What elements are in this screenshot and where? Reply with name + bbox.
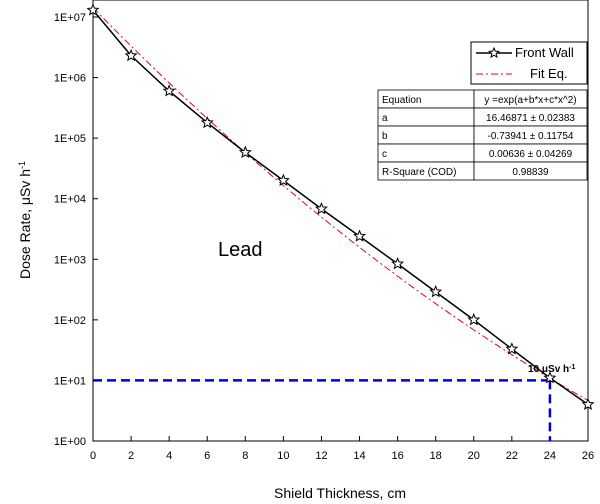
y-tick-label: 1E+00 bbox=[54, 436, 86, 448]
data-point bbox=[467, 313, 481, 326]
y-axis-title-main: Dose Rate, μSv h bbox=[17, 169, 33, 279]
table-cell bbox=[377, 125, 475, 145]
data-point bbox=[314, 202, 328, 215]
x-tick-label: 22 bbox=[506, 450, 518, 462]
data-point bbox=[505, 342, 519, 355]
data-point bbox=[162, 84, 176, 97]
data-point bbox=[200, 115, 214, 129]
table-row-value: y =exp(a+b*x+c*x^2) bbox=[484, 95, 576, 106]
table-row-value: 0.98839 bbox=[512, 167, 549, 178]
x-tick-label: 2 bbox=[128, 450, 134, 462]
x-tick-label: 20 bbox=[468, 450, 480, 462]
table-row-label: R-Square (COD) bbox=[382, 167, 456, 178]
x-axis-title: Shield Thickness, cm bbox=[274, 485, 406, 501]
plot-area bbox=[92, 0, 589, 442]
reference-label-sup: -1 bbox=[569, 364, 575, 371]
table-cell bbox=[377, 107, 475, 127]
y-tick-label: 1E+05 bbox=[54, 133, 86, 145]
data-point bbox=[124, 48, 138, 62]
front-wall-line bbox=[92, 9, 589, 406]
table-row-label: Equation bbox=[382, 95, 421, 106]
y-tick-label: 1E+04 bbox=[54, 194, 86, 206]
y-axis-title-sup: -1 bbox=[17, 161, 27, 169]
reference-label-main: 10 μSv h bbox=[528, 364, 569, 375]
x-tick-label: 0 bbox=[90, 450, 96, 462]
table-cell bbox=[473, 161, 588, 181]
table-row-label: a bbox=[382, 113, 388, 124]
data-point bbox=[353, 229, 367, 242]
table-row-value: 0.00636 ± 0.04269 bbox=[489, 149, 573, 160]
table-row-label: b bbox=[382, 131, 388, 142]
data-point bbox=[238, 145, 252, 158]
x-tick-label: 18 bbox=[430, 450, 442, 462]
x-tick-label: 14 bbox=[353, 450, 365, 462]
legend-front-wall-marker bbox=[488, 46, 500, 59]
legend: Front Wall Fit Eq. bbox=[470, 41, 588, 85]
x-tick-label: 6 bbox=[204, 450, 210, 462]
legend-front-wall-label: Front Wall bbox=[515, 45, 574, 60]
table-cell bbox=[377, 143, 475, 163]
y-tick-label: 1E+01 bbox=[54, 375, 86, 387]
table-row-value: -0.73941 ± 0.11754 bbox=[488, 131, 574, 142]
data-point bbox=[488, 46, 500, 59]
y-tick-label: 1E+03 bbox=[54, 254, 86, 266]
data-point bbox=[276, 173, 290, 186]
y-axis-ticks: 1E+00 1E+01 1E+02 1E+03 1E+04 1E+05 1E+06 1E+07 bbox=[54, 12, 98, 448]
x-tick-label: 8 bbox=[242, 450, 248, 462]
legend-fit-label: Fit Eq. bbox=[530, 66, 568, 81]
y-tick-label: 1E+06 bbox=[54, 73, 86, 85]
lead-annotation: Lead bbox=[218, 239, 263, 261]
y-tick-label: 1E+07 bbox=[54, 12, 86, 24]
y-tick-label: 1E+02 bbox=[54, 315, 86, 327]
reference-label: 10 μSv h-1 bbox=[528, 364, 575, 376]
legend-box bbox=[470, 41, 588, 85]
data-point bbox=[391, 257, 405, 270]
data-point bbox=[543, 371, 557, 384]
fit-parameter-table: Equation y =exp(a+b*x+c*x^2) a 16.46871 ± 0… bbox=[377, 89, 588, 181]
x-tick-label: 16 bbox=[391, 450, 403, 462]
x-tick-label: 10 bbox=[277, 450, 289, 462]
data-point bbox=[581, 397, 595, 411]
table-row-value: 16.46871 ± 0.02383 bbox=[486, 113, 575, 124]
data-point bbox=[429, 285, 443, 298]
table-row-label: c bbox=[382, 149, 387, 160]
x-tick-label: 24 bbox=[544, 450, 556, 462]
reference-lines bbox=[93, 379, 552, 441]
front-wall-series bbox=[86, 3, 595, 411]
data-point bbox=[86, 3, 100, 16]
x-tick-label: 4 bbox=[166, 450, 172, 462]
y-axis-title: Dose Rate, μSv h-1 bbox=[17, 161, 33, 279]
x-tick-label: 26 bbox=[582, 450, 594, 462]
x-axis-ticks: 0 2 4 6 8 10 12 14 16 18 20 22 24 26 bbox=[90, 436, 594, 462]
x-tick-label: 12 bbox=[315, 450, 327, 462]
